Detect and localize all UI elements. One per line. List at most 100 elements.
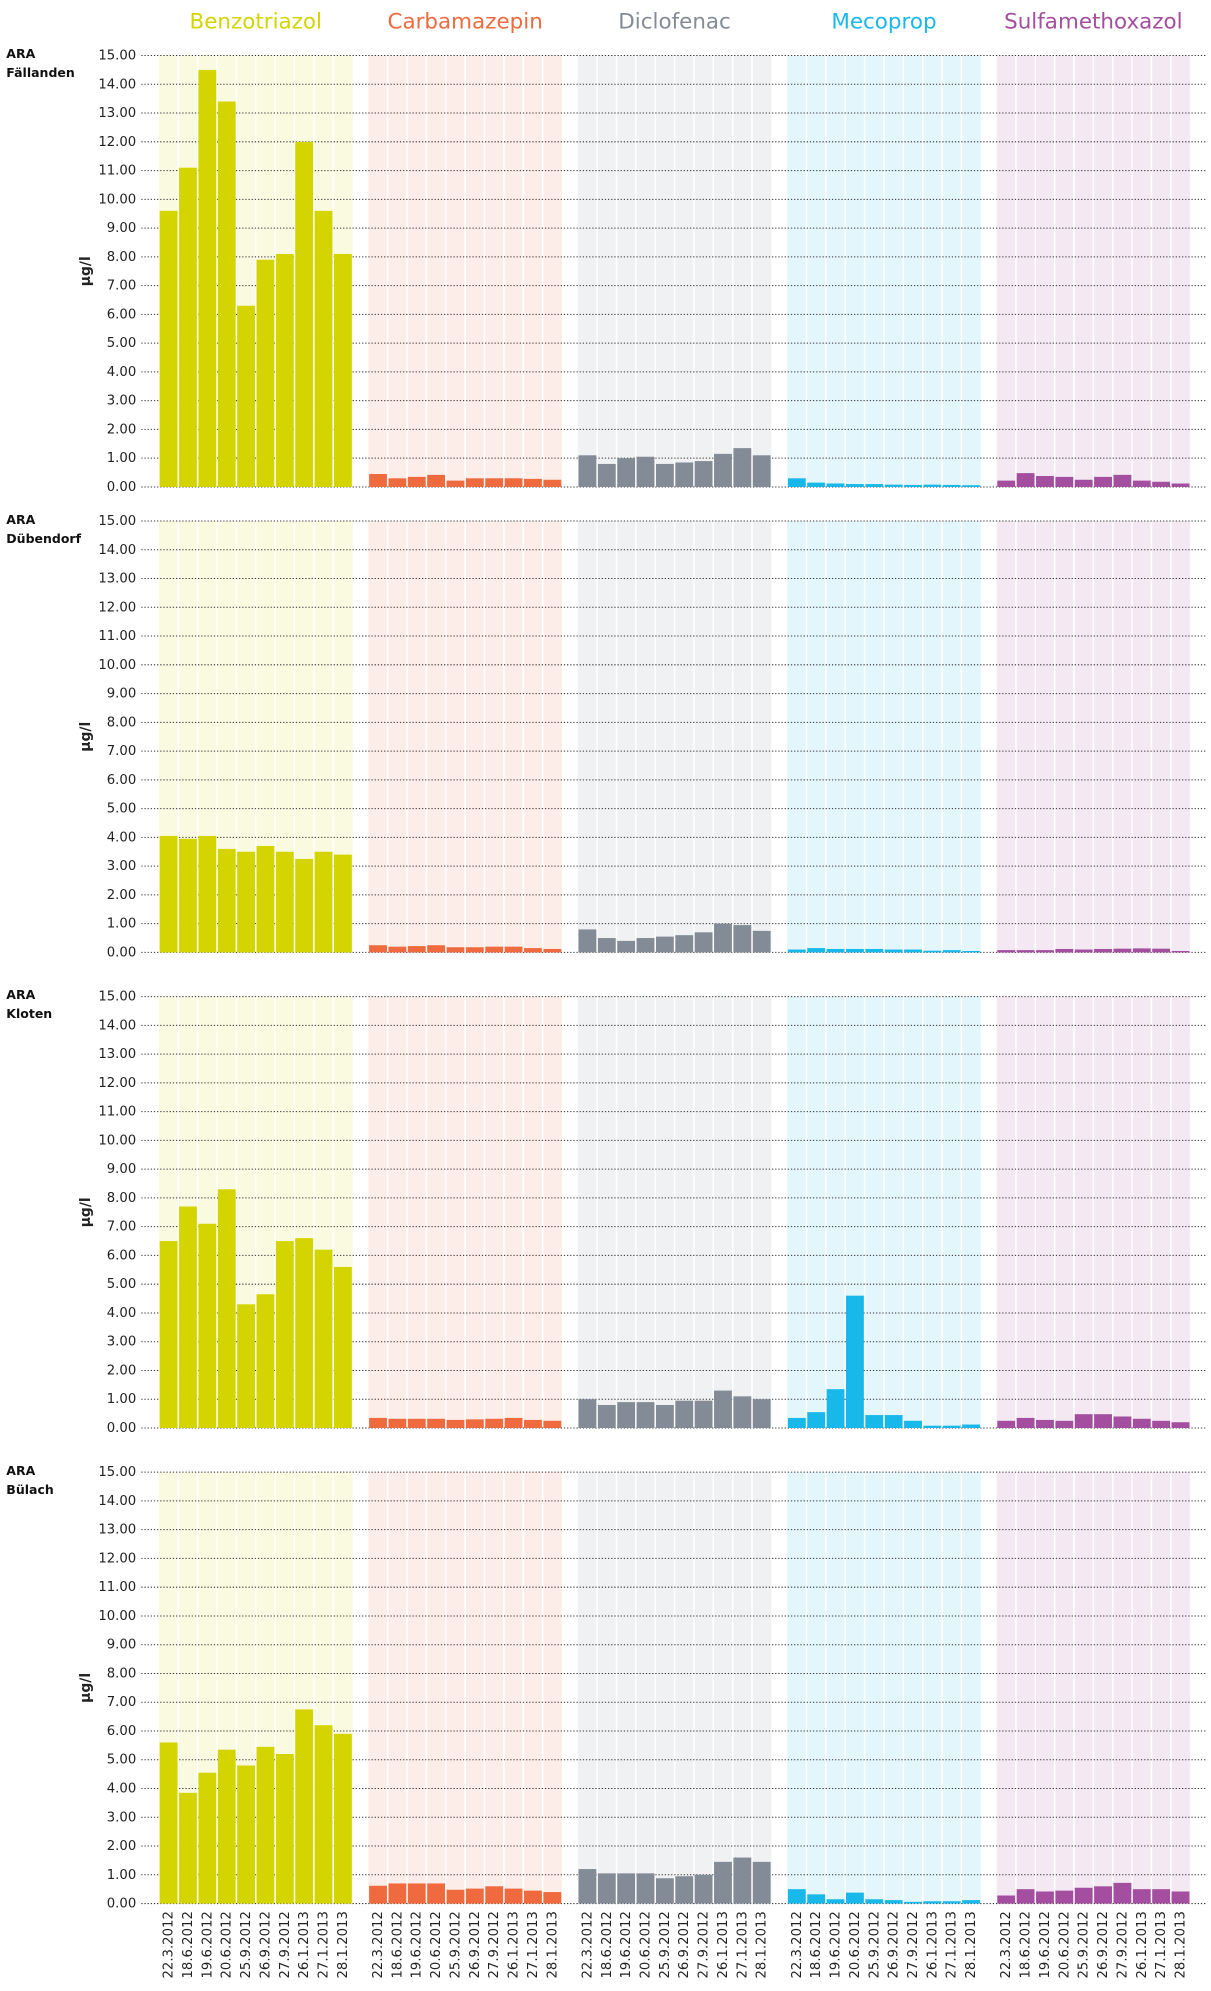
bar (942, 1901, 961, 1904)
bar (714, 1861, 732, 1904)
bar (826, 483, 845, 487)
bar (787, 1417, 806, 1428)
bar (1171, 1422, 1190, 1428)
bar (314, 210, 333, 487)
bar (465, 947, 484, 953)
bar (217, 1189, 236, 1428)
bar (904, 949, 922, 953)
bar (217, 101, 236, 487)
bar (1171, 483, 1190, 487)
bar (1152, 1420, 1171, 1428)
bar (543, 479, 562, 487)
y-tick-label: 6.00 (107, 1248, 136, 1263)
bar (597, 1873, 616, 1904)
bar (884, 1415, 903, 1428)
x-tick-label: 26.1.2013 (297, 1911, 312, 1978)
bar (923, 950, 942, 953)
bar (826, 948, 845, 953)
bar (787, 1889, 806, 1904)
x-tick-label: 18.6.2012 (600, 1911, 615, 1978)
bar (1055, 1420, 1074, 1428)
bar (597, 1404, 616, 1428)
y-tick-label: 4.00 (107, 830, 136, 845)
bar (407, 946, 426, 953)
bar (617, 1402, 636, 1428)
x-tick-label: 19.6.2012 (619, 1911, 634, 1978)
x-tick-label: 27.1.2013 (735, 1911, 750, 1978)
bar (997, 1420, 1016, 1428)
bar (388, 1418, 407, 1428)
bar (655, 1878, 674, 1904)
bar (845, 484, 864, 487)
bar (655, 463, 674, 487)
bar (845, 948, 864, 953)
x-tick-label: 26.1.2013 (1135, 1911, 1150, 1978)
x-tick-label: 22.3.2012 (162, 1911, 177, 1978)
bar (275, 851, 294, 953)
bar (1036, 476, 1054, 487)
y-tick-label: 12.00 (98, 135, 136, 150)
x-tick-label: 26.9.2012 (677, 1911, 692, 1978)
bar (1132, 480, 1151, 487)
y-tick-label: 4.00 (107, 1782, 136, 1797)
bar (578, 1399, 597, 1428)
x-tick-label: 18.6.2012 (181, 1911, 196, 1978)
x-tick-label: 19.6.2012 (1038, 1911, 1053, 1978)
y-tick-label: 14.00 (98, 1018, 136, 1033)
bar (942, 950, 961, 953)
x-tick-label: 27.9.2012 (906, 1911, 921, 1978)
y-tick-label: 10.00 (98, 1609, 136, 1624)
bar (845, 1295, 864, 1428)
bar (159, 210, 178, 487)
bar (1113, 948, 1132, 953)
bar (904, 484, 922, 487)
x-tick-label: 25.9.2012 (867, 1911, 882, 1978)
bar (752, 1399, 771, 1428)
bar (295, 1238, 314, 1428)
y-tick-label: 13.00 (98, 1047, 136, 1062)
legend-label: Diclofenac (618, 10, 731, 35)
bar (1171, 950, 1190, 953)
bar (1016, 950, 1035, 953)
legend-label: Carbamazepin (388, 10, 543, 35)
bar (1113, 1882, 1132, 1904)
x-tick-label: 20.6.2012 (639, 1911, 654, 1978)
bar (295, 858, 314, 953)
x-tick-label: 27.9.2012 (278, 1911, 293, 1978)
bar (237, 1765, 256, 1904)
bar (578, 1869, 597, 1904)
bar (198, 69, 217, 487)
y-tick-label: 10.00 (98, 658, 136, 673)
y-tick-label: 14.00 (98, 1494, 136, 1509)
bar (714, 1390, 732, 1428)
bar (333, 854, 352, 953)
y-tick-label: 9.00 (107, 221, 136, 236)
y-tick-label: 6.00 (107, 773, 136, 788)
bar (446, 1889, 465, 1904)
bar (845, 1892, 864, 1904)
y-tick-label: 13.00 (98, 572, 136, 587)
bar (733, 1396, 752, 1428)
y-tick-label: 7.00 (107, 744, 136, 759)
bar (1036, 950, 1054, 953)
x-tick-label: 19.6.2012 (200, 1911, 215, 1978)
y-tick-label: 4.00 (107, 1306, 136, 1321)
y-tick-label: 2.00 (107, 422, 136, 437)
bar (237, 305, 256, 487)
bar (787, 949, 806, 953)
bar (314, 1249, 333, 1428)
bar (485, 946, 504, 953)
y-tick-label: 9.00 (107, 687, 136, 702)
y-tick-label: 6.00 (107, 307, 136, 322)
y-tick-label: 5.00 (107, 336, 136, 351)
bar (675, 462, 694, 487)
bar (1094, 1414, 1112, 1428)
bar (714, 453, 732, 487)
bar (807, 482, 826, 487)
bar (159, 1742, 178, 1904)
x-tick-label: 20.6.2012 (1057, 1911, 1072, 1978)
bar (333, 1733, 352, 1904)
bar (962, 485, 981, 487)
x-tick-label: 25.9.2012 (658, 1911, 673, 1978)
bar (1171, 1891, 1190, 1904)
